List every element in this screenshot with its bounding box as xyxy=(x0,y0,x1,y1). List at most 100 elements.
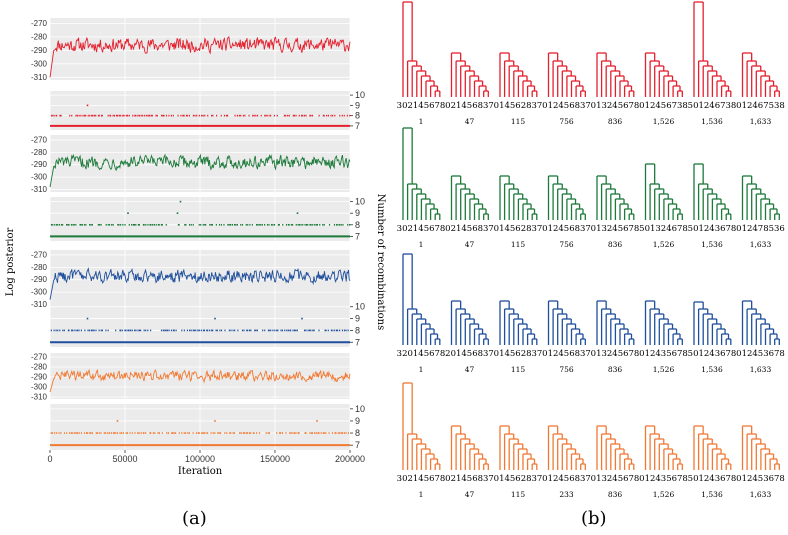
recomb-point xyxy=(118,223,120,226)
recomb-point xyxy=(217,432,219,434)
recomb-point xyxy=(138,329,141,332)
recomb-point xyxy=(320,432,322,434)
recomb-point xyxy=(107,432,109,434)
y-axis-label-right: Number of recombinations xyxy=(375,194,386,330)
recomb-point xyxy=(200,329,202,332)
recomb-point xyxy=(167,432,170,434)
recomb-point xyxy=(140,432,142,434)
recomb-point xyxy=(147,114,149,117)
tree-index: 1 xyxy=(419,240,424,249)
recomb-point xyxy=(302,114,304,117)
recomb-point xyxy=(337,329,339,332)
recomb-point xyxy=(82,114,84,117)
tree-index: 1,633 xyxy=(750,490,772,499)
recomb-point xyxy=(186,114,188,117)
recomb-point xyxy=(58,223,61,226)
recomb-point xyxy=(228,223,230,226)
recomb-point xyxy=(133,329,136,332)
recomb-point xyxy=(76,432,79,434)
recomb-point xyxy=(290,329,292,332)
recomb-point xyxy=(201,432,203,434)
recomb-point xyxy=(161,223,163,226)
tree-leaf-order: 021456837 xyxy=(445,474,494,484)
recomb-point xyxy=(131,432,133,434)
tree: 014562837 115 xyxy=(494,300,542,374)
recomb-point xyxy=(105,432,107,434)
tree-leaf-order: 012453678 xyxy=(736,474,785,484)
recomb-point xyxy=(128,114,130,117)
recomb-point xyxy=(149,223,151,226)
recomb-point xyxy=(311,114,314,117)
recomb-point xyxy=(197,329,199,332)
recomb-point xyxy=(162,329,164,332)
recomb-point xyxy=(300,223,302,226)
tree-index: 47 xyxy=(465,240,475,249)
recomb-point xyxy=(168,329,170,332)
recomb-point xyxy=(246,432,248,434)
recomb-point xyxy=(340,223,342,226)
recomb-point xyxy=(54,223,56,226)
y-tick-label: 7 xyxy=(355,337,360,347)
y-tick-label: -310 xyxy=(31,185,48,194)
tree-row: 302145678 1 021456837 47 014562837 115 0124568… xyxy=(397,127,785,249)
recomb-point xyxy=(267,329,270,332)
recomb-point xyxy=(99,223,101,226)
recomb-point xyxy=(267,432,269,434)
recomb-point xyxy=(119,432,121,434)
recomb-point xyxy=(120,329,122,332)
recomb-point xyxy=(151,114,153,117)
recomb-point xyxy=(157,432,159,434)
tree: 021456837 47 xyxy=(445,52,494,126)
recomb-point xyxy=(134,432,136,434)
recomb-point xyxy=(231,223,233,226)
recomb-point xyxy=(72,432,74,434)
recomb-point xyxy=(293,114,296,117)
tree: 021456837 47 xyxy=(445,175,494,249)
recomb-point xyxy=(78,432,80,434)
recomb-point xyxy=(285,223,288,226)
recomb-point xyxy=(273,114,276,117)
tree: 013245678 836 xyxy=(591,300,639,374)
recomb-point xyxy=(182,114,184,117)
recomb-point xyxy=(71,114,73,117)
recomb-point xyxy=(238,114,240,117)
recomb-point xyxy=(192,329,194,332)
recomb-point xyxy=(109,114,111,117)
tree-leaf-order: 012456837 xyxy=(542,101,591,111)
recomb-point xyxy=(125,114,127,117)
recomb-point xyxy=(322,114,324,117)
recomb-point xyxy=(177,223,180,226)
recomb-point xyxy=(93,329,95,332)
recomb-point xyxy=(349,114,351,117)
y-tick-label: -300 xyxy=(31,59,48,68)
recomb-point xyxy=(303,114,306,117)
recomb-point xyxy=(80,432,83,434)
recomb-point xyxy=(328,432,330,434)
recomb-point xyxy=(214,432,216,434)
recomb-point xyxy=(183,114,185,117)
tree: 501243678 1,536 xyxy=(688,163,736,249)
recomb-point xyxy=(327,114,330,117)
recomb-point xyxy=(128,329,130,332)
recomb-point xyxy=(127,212,129,215)
tree-leaf-order: 014562837 xyxy=(494,224,543,234)
recomb-point xyxy=(71,329,73,332)
recomb-point xyxy=(192,223,194,226)
recomb-point xyxy=(78,329,80,332)
recomb-point xyxy=(176,212,179,215)
tree-row: 302145678 1 021456837 47 014562837 115 0124568… xyxy=(397,1,785,126)
recomb-point xyxy=(178,432,180,434)
recomb-point xyxy=(229,432,231,434)
subfigure-label-b: (b) xyxy=(581,508,607,529)
trace-line xyxy=(49,266,351,300)
recomb-point xyxy=(142,223,144,226)
recomb-point xyxy=(80,223,82,226)
recomb-point xyxy=(166,432,168,434)
recomb-point xyxy=(180,114,182,117)
recomb-point xyxy=(107,329,109,332)
recomb-point xyxy=(101,329,104,332)
recomb-point xyxy=(316,223,319,226)
recomb-point xyxy=(308,329,311,332)
y-tick-label: 10 xyxy=(355,197,365,207)
tree: 302145678 1 xyxy=(397,127,445,249)
